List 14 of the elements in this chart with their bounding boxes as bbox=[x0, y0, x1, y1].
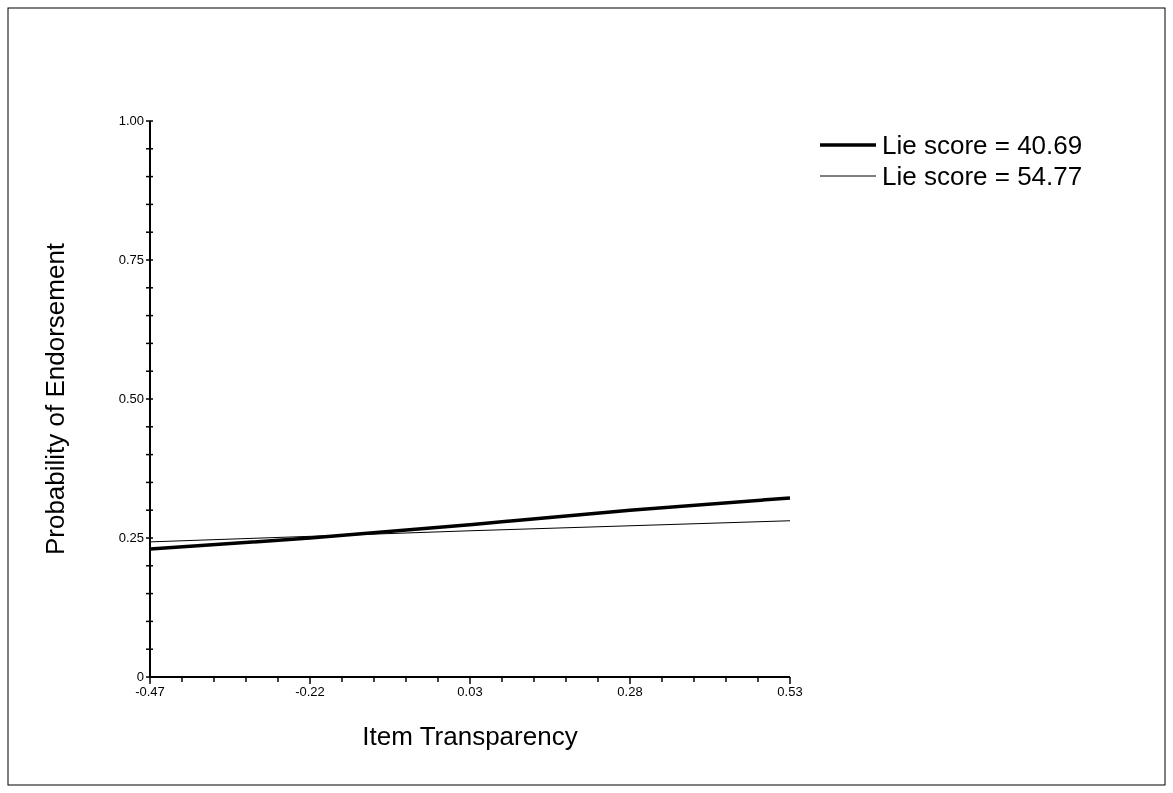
y-tick-label: 0 bbox=[136, 669, 144, 684]
x-tick-label: 0.28 bbox=[617, 684, 643, 699]
y-tick-label: 1.00 bbox=[118, 113, 144, 128]
x-tick-label: 0.03 bbox=[457, 684, 483, 699]
y-tick-label: 0.50 bbox=[118, 391, 144, 406]
x-tick-label: -0.22 bbox=[295, 684, 325, 699]
x-tick-label: 0.53 bbox=[777, 684, 803, 699]
x-tick-label: -0.47 bbox=[135, 684, 165, 699]
y-axis-title: Probability of Endorsement bbox=[40, 242, 70, 556]
x-axis-title: Item Transparency bbox=[362, 721, 578, 751]
y-tick-label: 0.75 bbox=[118, 252, 144, 267]
legend-label: Lie score = 40.69 bbox=[882, 130, 1083, 160]
legend-label: Lie score = 54.77 bbox=[882, 161, 1083, 191]
y-tick-label: 0.25 bbox=[118, 530, 144, 545]
